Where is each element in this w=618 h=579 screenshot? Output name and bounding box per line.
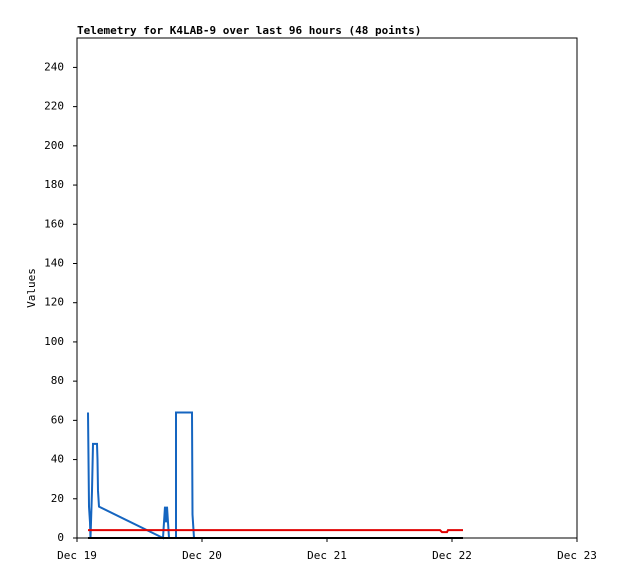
x-tick-label: Dec 22 — [432, 549, 472, 562]
y-tick-label: 220 — [44, 100, 64, 113]
y-tick-label: 100 — [44, 335, 64, 348]
y-tick-label: 80 — [51, 374, 64, 387]
y-tick-label: 200 — [44, 139, 64, 152]
x-tick-label: Dec 23 — [557, 549, 597, 562]
chart-title: Telemetry for K4LAB-9 over last 96 hours… — [77, 24, 421, 37]
y-tick-label: 0 — [57, 531, 64, 544]
y-tick-label: 40 — [51, 453, 64, 466]
series-line — [88, 529, 463, 534]
y-tick-label: 140 — [44, 256, 64, 269]
y-axis-label: Values — [25, 268, 38, 308]
y-tick-label: 180 — [44, 178, 64, 191]
x-tick-label: Dec 20 — [182, 549, 222, 562]
x-tick-label: Dec 21 — [307, 549, 347, 562]
y-tick-label: 20 — [51, 492, 64, 505]
y-tick-label: 60 — [51, 413, 64, 426]
x-tick-label: Dec 19 — [57, 549, 97, 562]
y-tick-label: 240 — [44, 60, 64, 73]
series-line — [87, 411, 195, 540]
y-tick-label: 120 — [44, 296, 64, 309]
y-tick-label: 160 — [44, 217, 64, 230]
plot-frame — [76, 37, 578, 539]
